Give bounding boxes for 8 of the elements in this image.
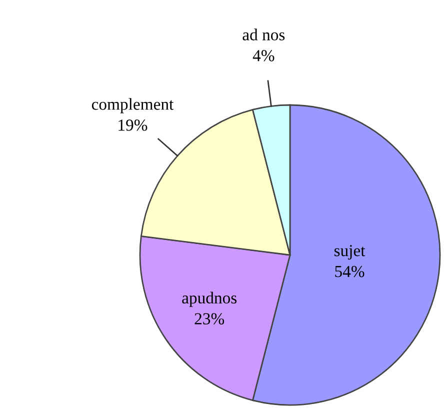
slice-label: apudnos xyxy=(182,292,237,307)
data-label: 19% xyxy=(118,120,148,131)
slice-label: ad nos xyxy=(242,28,285,40)
data-label: 23% xyxy=(194,313,224,324)
slice-label: sujet xyxy=(334,245,366,260)
data-label: 4% xyxy=(252,50,274,62)
data-label: 54% xyxy=(335,266,364,278)
slice-label: complement xyxy=(92,98,174,114)
